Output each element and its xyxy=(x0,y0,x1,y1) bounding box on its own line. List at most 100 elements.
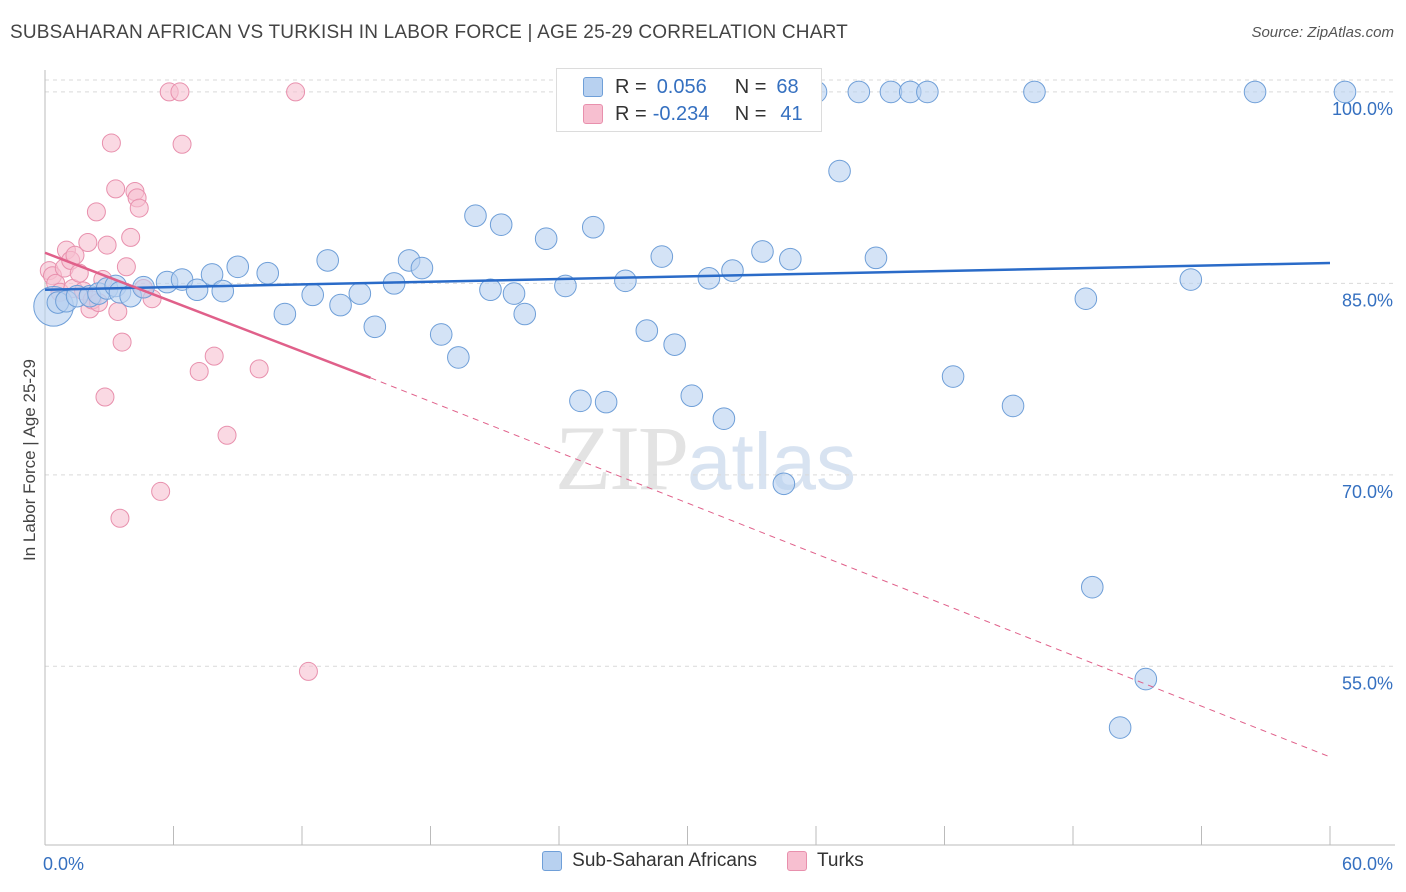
point-turks xyxy=(217,425,237,445)
x-tick-label: 0.0% xyxy=(43,854,84,874)
point-turks xyxy=(97,235,117,255)
point-turks xyxy=(95,387,115,407)
point-turks xyxy=(86,202,106,222)
point-subsaharan xyxy=(594,390,618,414)
pink-swatch xyxy=(583,104,603,124)
point-subsaharan xyxy=(1134,667,1158,691)
point-turks xyxy=(116,257,136,277)
point-turks xyxy=(78,233,98,253)
point-turks xyxy=(189,361,209,381)
point-subsaharan xyxy=(581,215,605,239)
point-subsaharan xyxy=(211,279,235,303)
n-label: N = xyxy=(734,75,767,98)
point-subsaharan xyxy=(721,259,744,282)
point-subsaharan xyxy=(464,204,487,228)
point-turks xyxy=(151,481,171,501)
point-turks xyxy=(129,198,149,218)
point-subsaharan xyxy=(751,240,774,263)
legend-row-blue: R = 0.056 N = 68 xyxy=(583,73,799,101)
n-value: 68 xyxy=(776,75,799,98)
trendline-subsaharan xyxy=(44,261,1331,292)
watermark-atlas: atlas xyxy=(687,417,856,506)
point-subsaharan xyxy=(447,346,470,369)
point-subsaharan xyxy=(534,227,558,250)
point-subsaharan xyxy=(1080,575,1104,599)
r-label: R = xyxy=(615,75,647,98)
point-subsaharan xyxy=(513,302,537,326)
point-subsaharan xyxy=(1179,268,1203,291)
point-subsaharan xyxy=(256,261,280,285)
point-subsaharan xyxy=(479,278,502,302)
x-tick-label: 60.0% xyxy=(1342,854,1393,874)
point-subsaharan xyxy=(941,365,965,388)
legend-row-pink: R = -0.234 N = 41 xyxy=(583,100,803,128)
point-subsaharan xyxy=(226,255,250,279)
chart-title: SUBSAHARAN AFRICAN VS TURKISH IN LABOR F… xyxy=(10,22,848,43)
point-turks xyxy=(101,133,121,153)
point-turks xyxy=(172,134,192,154)
point-subsaharan xyxy=(614,269,637,293)
point-subsaharan xyxy=(502,282,526,305)
y-tick-label: 70.0% xyxy=(1342,482,1393,502)
point-subsaharan xyxy=(429,323,453,346)
point-subsaharan xyxy=(864,246,888,270)
point-subsaharan xyxy=(1108,716,1132,739)
point-subsaharan xyxy=(847,80,871,104)
point-subsaharan xyxy=(635,319,659,342)
point-subsaharan xyxy=(185,278,209,302)
correlation-legend: R = 0.056 N = 68 R = -0.234 N = 41 xyxy=(556,68,822,132)
point-turks xyxy=(106,179,126,199)
point-turks xyxy=(249,359,269,379)
point-subsaharan xyxy=(569,389,592,413)
y-tick-label: 55.0% xyxy=(1342,673,1393,693)
point-turks xyxy=(110,508,130,528)
point-subsaharan xyxy=(772,472,796,496)
point-turks xyxy=(121,227,141,247)
point-subsaharan xyxy=(697,266,721,290)
point-subsaharan xyxy=(1001,394,1025,418)
point-subsaharan xyxy=(489,213,513,236)
y-tick-label: 85.0% xyxy=(1342,290,1393,310)
r-value: -0.234 xyxy=(652,102,710,125)
point-subsaharan xyxy=(663,333,686,356)
point-subsaharan xyxy=(301,283,325,307)
point-subsaharan xyxy=(712,407,736,430)
watermark: ZIPatlas xyxy=(555,405,856,511)
point-subsaharan xyxy=(363,315,387,339)
point-subsaharan xyxy=(554,274,577,298)
watermark-zip: ZIP xyxy=(555,407,689,509)
point-turks xyxy=(204,346,224,366)
point-turks xyxy=(112,332,132,352)
point-subsaharan xyxy=(329,293,352,317)
r-label: R = xyxy=(615,102,647,125)
point-turks xyxy=(298,661,318,681)
point-subsaharan xyxy=(828,159,851,183)
point-subsaharan xyxy=(1333,80,1357,104)
point-subsaharan xyxy=(879,80,903,104)
point-subsaharan xyxy=(1243,80,1267,104)
point-turks xyxy=(286,82,306,102)
n-value: 41 xyxy=(780,102,803,125)
point-subsaharan xyxy=(348,282,372,305)
blue-swatch xyxy=(542,851,563,871)
legend-item-turks: Turks xyxy=(787,850,864,872)
point-subsaharan xyxy=(273,302,297,326)
y-axis-label: In Labor Force | Age 25-29 xyxy=(20,359,39,561)
point-subsaharan xyxy=(1074,287,1098,310)
point-subsaharan xyxy=(680,384,704,407)
point-subsaharan xyxy=(916,80,939,104)
legend-label-turks: Turks xyxy=(817,850,864,871)
legend-item-subsaharan: Sub-Saharan Africans xyxy=(542,850,757,872)
r-value: 0.056 xyxy=(656,75,707,98)
trendline-turks-extension xyxy=(370,377,1331,758)
blue-swatch xyxy=(583,77,603,97)
series-legend: Sub-Saharan Africans Turks xyxy=(0,850,1406,872)
point-subsaharan xyxy=(1023,80,1046,104)
point-subsaharan xyxy=(410,256,434,280)
point-turks xyxy=(170,82,190,102)
n-label: N = xyxy=(734,102,767,125)
legend-label-subsaharan: Sub-Saharan Africans xyxy=(572,850,758,871)
point-subsaharan xyxy=(779,247,802,271)
y-tick-label: 100.0% xyxy=(1332,99,1393,119)
